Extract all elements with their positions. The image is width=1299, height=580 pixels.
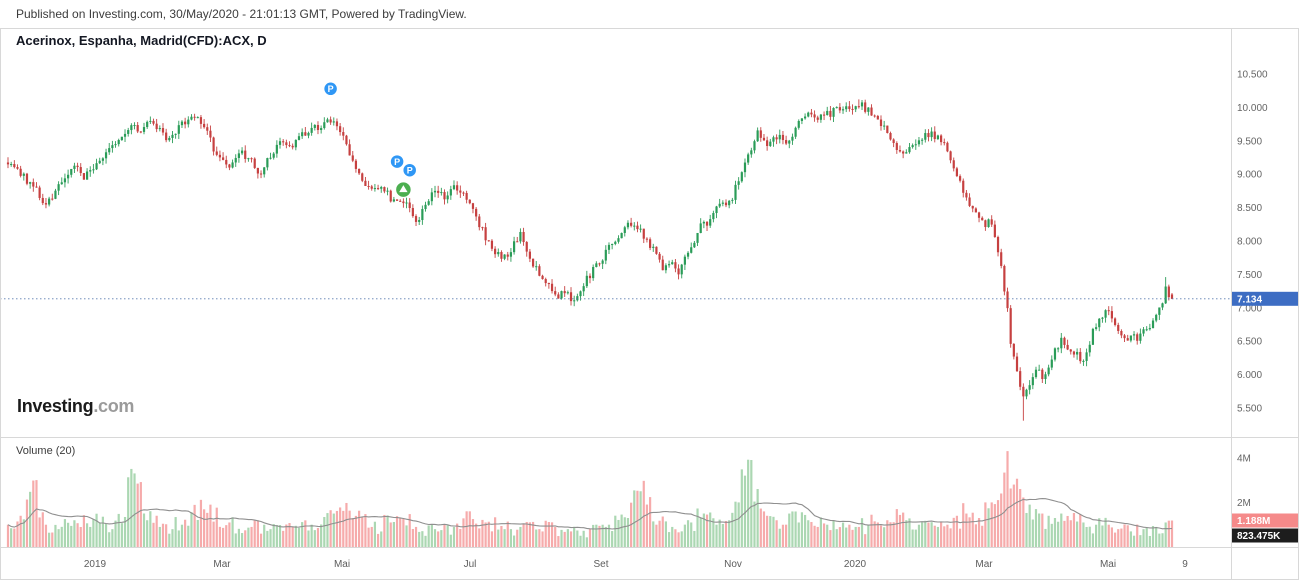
price-tick-label: 7.500 xyxy=(1237,270,1262,281)
price-tick-label: 10.500 xyxy=(1237,70,1268,81)
volume-ma-line xyxy=(7,498,1173,530)
volume-tick-label: 2M xyxy=(1237,498,1251,509)
pin-marker-icon[interactable]: P xyxy=(389,153,405,170)
time-tick-label: Mai xyxy=(1100,559,1116,570)
chart-area: 10.500 10.000 9.500 9.000 8.500 8.000 7.500 7.0… xyxy=(0,28,1299,580)
svg-text:P: P xyxy=(407,165,413,175)
price-tick-label: 10.000 xyxy=(1237,103,1268,114)
price-axis[interactable]: 10.500 10.000 9.500 9.000 8.500 8.000 7.500 7.0… xyxy=(1237,70,1268,509)
price-tick-label: 8.500 xyxy=(1237,203,1262,214)
svg-text:7.134: 7.134 xyxy=(1237,294,1262,305)
symbol-title: Acerinox, Espanha, Madrid(CFD):ACX, D xyxy=(16,33,267,48)
time-tick-label: 2019 xyxy=(84,559,107,570)
price-tick-label: 6.500 xyxy=(1237,337,1262,348)
price-tick-label: 6.000 xyxy=(1237,370,1262,381)
price-tick-label: 7.000 xyxy=(1237,303,1262,314)
time-tick-label: Jul xyxy=(464,559,477,570)
volume-indicator-label: Volume (20) xyxy=(16,445,76,457)
svg-text:1.188M: 1.188M xyxy=(1237,516,1270,527)
time-tick-label: 2020 xyxy=(844,559,867,570)
time-axis[interactable]: 2019 Mar Mai Jul Set Nov 2020 Mar Mai 9 xyxy=(84,559,1188,570)
volume-badge: 1.188M xyxy=(1232,513,1298,528)
price-tick-label: 5.500 xyxy=(1237,404,1262,415)
svg-text:823.475K: 823.475K xyxy=(1237,531,1281,542)
chart-markers[interactable]: PPP xyxy=(322,81,418,199)
investing-logo: Investing.com xyxy=(17,396,134,417)
volume-bars-layer xyxy=(6,451,1174,547)
time-tick-label: Mar xyxy=(213,559,231,570)
price-tick-label: 9.000 xyxy=(1237,170,1262,181)
time-tick-label: Nov xyxy=(724,559,742,570)
pin-marker-icon[interactable]: P xyxy=(322,81,339,97)
time-tick-label: Mar xyxy=(975,559,993,570)
svg-text:P: P xyxy=(394,157,400,167)
candlestick-chart-canvas[interactable]: 10.500 10.000 9.500 9.000 8.500 8.000 7.500 7.0… xyxy=(0,28,1299,580)
price-tick-label: 9.500 xyxy=(1237,136,1262,147)
published-line: Published on Investing.com, 30/May/2020 … xyxy=(16,7,467,21)
volume-tick-label: 4M xyxy=(1237,453,1251,464)
price-badge: 7.134 xyxy=(1232,291,1298,306)
time-tick-label: 9 xyxy=(1182,559,1188,570)
volume-ma-badge: 823.475K xyxy=(1232,528,1298,543)
time-tick-label: Set xyxy=(593,559,608,570)
candles-layer xyxy=(6,99,1174,421)
logo-brand: Investing xyxy=(17,396,94,416)
pin-marker-icon[interactable]: P xyxy=(401,162,418,178)
svg-text:P: P xyxy=(328,84,334,94)
buy-marker-icon[interactable] xyxy=(394,180,413,199)
price-tick-label: 8.000 xyxy=(1237,237,1262,248)
time-tick-label: Mai xyxy=(334,559,350,570)
logo-suffix: .com xyxy=(93,396,135,416)
